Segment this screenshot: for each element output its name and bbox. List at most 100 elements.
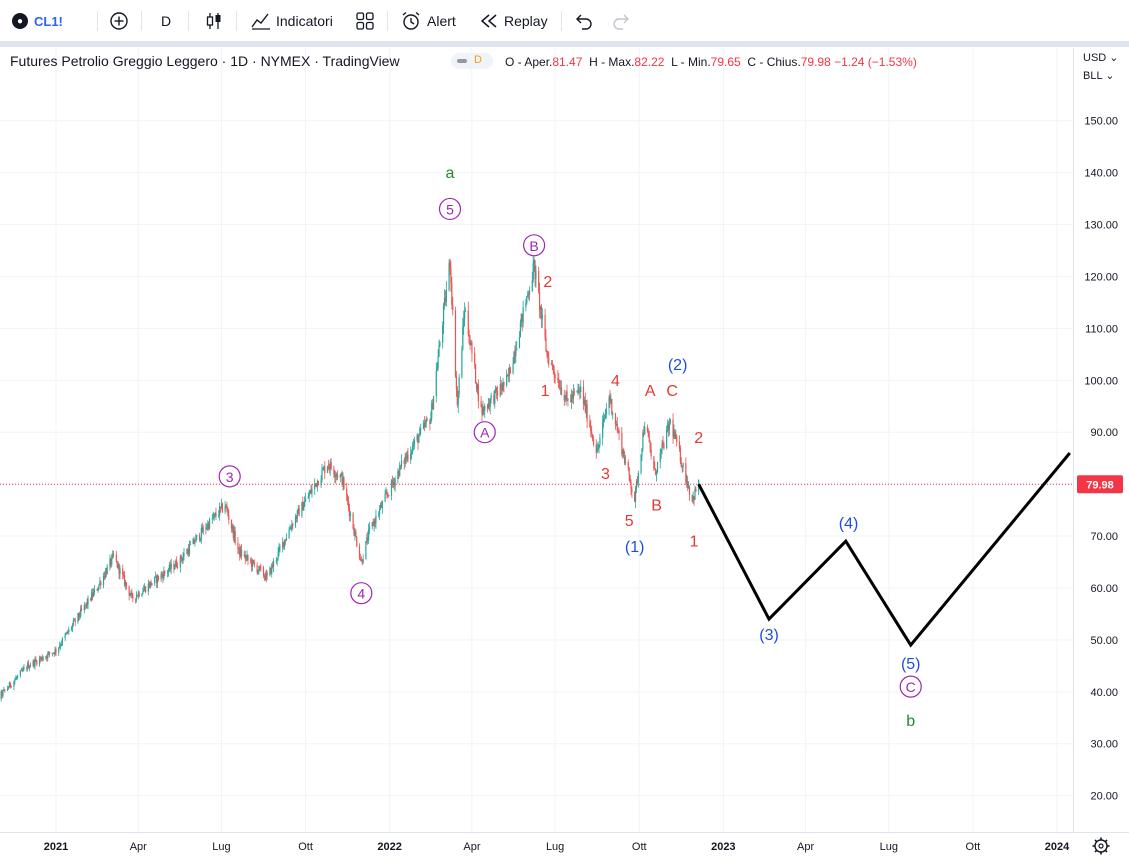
chart-type-button[interactable] xyxy=(203,0,225,42)
candle-body xyxy=(597,448,599,450)
candle-body xyxy=(650,449,652,457)
candle-body xyxy=(627,461,629,469)
candle-body xyxy=(3,689,5,691)
candle-body xyxy=(232,526,234,539)
redo-button[interactable] xyxy=(610,0,632,42)
candle-body xyxy=(515,349,517,357)
candle-body xyxy=(456,388,458,406)
candle-body xyxy=(336,474,339,478)
candle-body xyxy=(129,595,131,596)
candle-body xyxy=(457,394,459,406)
candle-body xyxy=(54,649,56,654)
candle-body xyxy=(624,461,627,464)
candle-body xyxy=(176,560,178,567)
candle-body xyxy=(251,561,253,567)
candle-body xyxy=(122,568,124,575)
price-tick-label: 120.00 xyxy=(1084,271,1118,283)
candle-body xyxy=(448,263,450,290)
candle-body xyxy=(160,574,162,580)
candle-body xyxy=(193,538,195,544)
time-axis: 2021 Apr Lug Ott 2022 Apr Lug Ott 2023 Apr Lug Ott 2… xyxy=(0,832,1129,862)
candle-body xyxy=(211,518,213,520)
price-tick-label: 30.00 xyxy=(1090,739,1118,751)
candle-body xyxy=(149,581,151,588)
candle-body xyxy=(634,492,636,502)
templates-button[interactable] xyxy=(354,0,376,42)
wave-label: (3) xyxy=(759,627,779,644)
candle-body xyxy=(559,387,561,389)
candle-body xyxy=(137,592,139,597)
candle-body xyxy=(462,326,464,350)
candle-body xyxy=(10,686,12,688)
candle-body xyxy=(539,306,542,310)
wave-circle xyxy=(899,675,922,698)
candle-body xyxy=(218,515,220,517)
candle-body xyxy=(470,342,472,346)
candle-body xyxy=(53,652,55,654)
wave-label: 4 xyxy=(357,586,365,602)
candle-body xyxy=(560,387,562,389)
wave-circle xyxy=(523,234,546,257)
symbol-search[interactable]: ● CL1! xyxy=(12,0,63,42)
wave-label: 3 xyxy=(226,469,234,485)
indicators-button[interactable]: Indicatori xyxy=(250,0,333,42)
close-value: 79.98 xyxy=(800,55,831,69)
candle-body xyxy=(132,594,134,599)
candle-body xyxy=(33,660,35,666)
candle-body xyxy=(200,527,202,539)
candle-body xyxy=(110,558,112,565)
candle-body xyxy=(624,456,626,464)
candle-body xyxy=(410,453,412,460)
candle-body xyxy=(362,559,364,563)
candle-body xyxy=(103,575,106,578)
candle-body xyxy=(404,456,406,464)
candle-body xyxy=(285,538,287,541)
candle-body xyxy=(423,423,426,427)
candle-body xyxy=(686,480,688,483)
candle-body xyxy=(77,613,79,622)
candle-body xyxy=(577,389,579,391)
candle-body xyxy=(422,423,425,429)
candle-body xyxy=(570,400,572,403)
interval-button[interactable]: D xyxy=(161,0,171,42)
candle-body xyxy=(0,691,2,699)
candle-body xyxy=(240,549,242,557)
candle-body xyxy=(15,678,17,680)
candle-body xyxy=(34,659,36,666)
candle-body xyxy=(85,602,87,606)
candle-body xyxy=(315,483,317,485)
candle-body xyxy=(355,531,357,538)
candle-body xyxy=(60,643,63,646)
candle-body xyxy=(450,267,452,283)
settings-gear-icon[interactable] xyxy=(1092,837,1110,855)
candle-body xyxy=(573,391,575,393)
candle-body xyxy=(192,538,194,545)
replay-button[interactable]: Replay xyxy=(478,0,548,42)
candle-body xyxy=(675,435,677,439)
currency-selector[interactable]: USD ⌄ xyxy=(1083,52,1119,64)
candle-body xyxy=(400,464,402,466)
oil-drop-icon: ● xyxy=(12,13,28,29)
alert-button[interactable]: Alert xyxy=(400,0,456,42)
unit-selector[interactable]: BLL ⌄ xyxy=(1083,70,1115,82)
chart-legend-title: Futures Petrolio Greggio Leggero · 1D · … xyxy=(10,53,400,69)
candle-body xyxy=(394,479,396,486)
candle-body xyxy=(35,659,37,661)
candle-body xyxy=(109,558,111,567)
candle-body xyxy=(467,310,469,335)
candle-body xyxy=(406,454,408,459)
candle-body xyxy=(181,559,183,561)
compare-button[interactable] xyxy=(108,0,130,42)
candle-body xyxy=(429,420,431,424)
candle-body xyxy=(13,681,15,688)
undo-button[interactable] xyxy=(573,0,595,42)
candle-body xyxy=(233,530,235,539)
candle-body xyxy=(538,291,541,310)
candle-body xyxy=(513,351,515,364)
legend-badge[interactable]: D xyxy=(451,53,493,69)
candle-body xyxy=(173,563,175,570)
candle-body xyxy=(231,526,234,529)
candle-body xyxy=(373,520,375,526)
toolbar-divider xyxy=(561,11,562,31)
